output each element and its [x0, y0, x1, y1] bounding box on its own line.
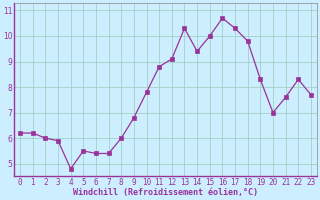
X-axis label: Windchill (Refroidissement éolien,°C): Windchill (Refroidissement éolien,°C): [73, 188, 258, 197]
